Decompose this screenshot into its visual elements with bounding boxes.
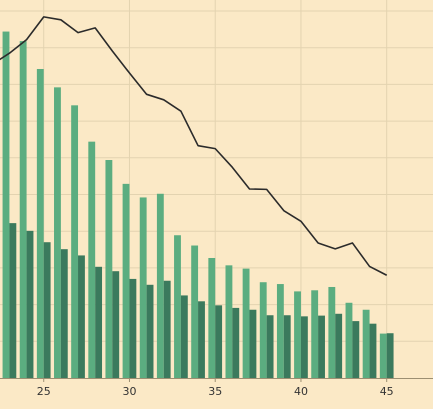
bar-series2-24	[26, 230, 34, 378]
bar-series1-25	[36, 68, 44, 378]
bar-series2-37	[249, 309, 257, 378]
bar-series1-24	[19, 41, 27, 379]
x-tick-label-3: 40	[294, 385, 308, 398]
bar-series1-31	[139, 197, 147, 378]
bar-series2-36	[232, 307, 240, 378]
bar-series2-27	[78, 255, 85, 378]
x-ticks: 25 30 35 40 45	[37, 378, 394, 398]
bar-series2-23	[9, 223, 17, 378]
bar-series2-29	[112, 271, 120, 378]
bar-series2-43	[352, 321, 360, 378]
bar-series1-43	[345, 302, 353, 378]
bar-series2-26	[60, 249, 68, 378]
bar-series1-36	[225, 265, 233, 378]
bar-series2-41	[318, 315, 325, 378]
x-tick-label-0: 25	[37, 385, 51, 398]
bar-series2-32	[163, 280, 171, 378]
bar-series2-33	[180, 295, 188, 378]
bar-series2-28	[95, 266, 103, 378]
x-tick-label-4: 45	[380, 385, 394, 398]
bar-series1-42	[328, 286, 336, 378]
bar-series2-40	[300, 316, 308, 378]
bar-series1-32	[156, 193, 164, 378]
bar-series2-44	[369, 323, 377, 378]
bar-series1-30	[122, 183, 130, 378]
bar-series1-45	[379, 333, 387, 378]
bar-series1-41	[311, 290, 319, 378]
x-tick-label-2: 35	[208, 385, 222, 398]
bar-series1-44	[362, 309, 370, 378]
bar-series1-26	[54, 87, 61, 378]
bar-series1-34	[191, 245, 199, 378]
bar-series1-35	[208, 257, 216, 378]
bar-series2-35	[215, 305, 223, 378]
bar-series2-38	[266, 315, 274, 378]
bar-series1-37	[242, 268, 250, 378]
bar-series1-40	[294, 291, 301, 378]
bar-series1-29	[105, 160, 113, 378]
bar-series2-42	[335, 313, 343, 378]
bar-series1-23	[2, 31, 10, 379]
bar-series2-34	[198, 301, 205, 378]
bar-series1-27	[71, 105, 79, 379]
bar-series1-38	[259, 282, 267, 378]
bar-series2-39	[283, 315, 291, 378]
line-path	[0, 16, 388, 276]
bar-series1-33	[174, 235, 181, 378]
bar-series2-31	[146, 284, 154, 378]
bar-series2-25	[43, 242, 51, 378]
bars	[2, 31, 394, 379]
bar-series2-30	[129, 278, 137, 378]
bar-series1-28	[88, 141, 96, 378]
bar-series2-45	[386, 333, 394, 378]
x-tick-label-1: 30	[122, 385, 136, 398]
bar-series1-39	[276, 284, 284, 378]
line-series	[0, 16, 388, 276]
